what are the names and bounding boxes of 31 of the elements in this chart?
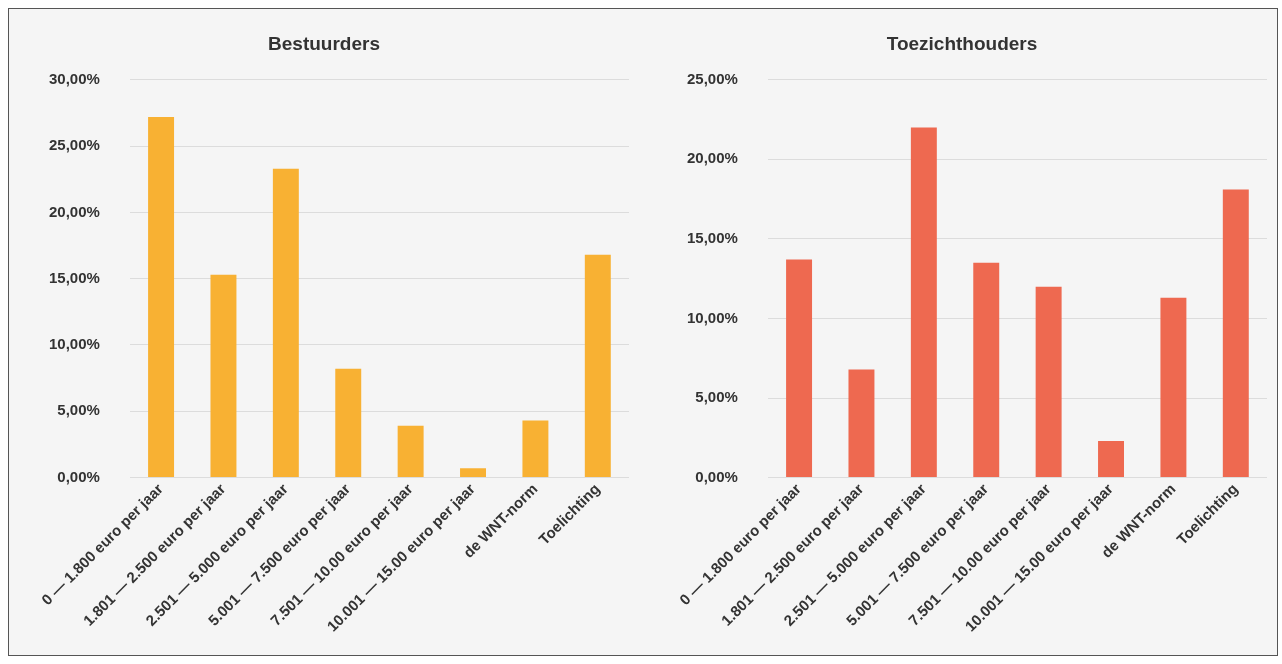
y-tick-label: 25,00% <box>687 69 738 87</box>
bar <box>973 262 1000 478</box>
y-tick-label: 5,00% <box>57 401 100 419</box>
bar <box>786 259 813 478</box>
y-tick-label: 0,00% <box>695 467 738 485</box>
bar <box>910 127 937 478</box>
y-tick-label: 20,00% <box>49 202 100 220</box>
bar <box>148 116 175 478</box>
y-tick-label: 25,00% <box>49 136 100 154</box>
chart-title: Toezichthouders <box>886 32 1038 54</box>
bar <box>848 369 875 478</box>
bar <box>272 168 299 478</box>
y-tick-label: 30,00% <box>49 69 100 87</box>
chart-title: Bestuurders <box>268 32 380 54</box>
bar <box>1098 440 1124 478</box>
y-tick-label: 10,00% <box>687 308 738 326</box>
y-tick-label: 15,00% <box>687 229 738 247</box>
y-tick-label: 5,00% <box>695 388 738 406</box>
y-tick-label: 0,00% <box>57 467 100 485</box>
bar <box>397 425 424 478</box>
bar <box>522 420 549 478</box>
bar <box>460 468 486 478</box>
y-tick-label: 15,00% <box>49 268 100 286</box>
y-tick-label: 20,00% <box>687 149 738 167</box>
y-tick-label: 10,00% <box>49 335 100 353</box>
bar <box>584 254 611 478</box>
bar <box>335 368 362 478</box>
bar <box>1222 189 1249 478</box>
bar <box>1160 297 1187 478</box>
bar <box>210 274 237 478</box>
bar <box>1035 286 1062 478</box>
